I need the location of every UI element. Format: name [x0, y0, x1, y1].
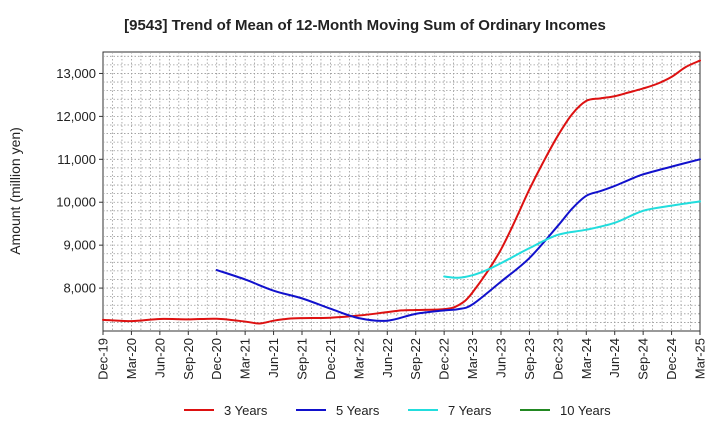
series-line-7-years: [443, 200, 701, 279]
y-tick-label: 10,000: [56, 195, 96, 210]
legend-label-10-years: 10 Years: [560, 403, 611, 418]
x-axis-ticks: Dec-19 Mar-20 Jun-20 Sep-20 Dec-20 Mar-21 Jun-…: [96, 331, 708, 380]
legend: 3 Years 5 Years 7 Years 10 Years: [184, 403, 611, 418]
x-tick-label: Mar-21: [238, 338, 253, 379]
x-tick-label: Mar-22: [351, 338, 366, 379]
x-tick-label: Sep-22: [408, 338, 423, 380]
x-tick-label: Sep-20: [181, 338, 196, 380]
series-layer: [102, 59, 701, 325]
x-tick-label: Jun-23: [494, 338, 509, 378]
y-tick-label: 11,000: [57, 152, 96, 167]
y-tick-label: 8,000: [63, 281, 96, 296]
y-axis-label: Amount (million yen): [7, 127, 23, 255]
x-tick-label: Sep-24: [636, 338, 651, 380]
x-tick-label: Jun-24: [607, 338, 622, 378]
x-tick-label: Dec-21: [323, 338, 338, 380]
y-tick-label: 9,000: [63, 238, 96, 253]
x-tick-label: Jun-20: [152, 338, 167, 378]
y-axis-ticks: 8,000 9,000 10,000 11,000 12,000 13,000: [56, 66, 103, 296]
x-tick-label: Dec-24: [664, 338, 679, 380]
x-tick-label: Mar-20: [124, 338, 139, 379]
legend-label-3-years: 3 Years: [224, 403, 268, 418]
legend-label-5-years: 5 Years: [336, 403, 380, 418]
y-tick-label: 13,000: [56, 66, 96, 81]
x-tick-label: Dec-19: [96, 338, 111, 380]
series-line-3-years: [102, 59, 701, 325]
x-tick-label: Sep-23: [522, 338, 537, 380]
x-tick-label: Dec-23: [550, 338, 565, 380]
x-tick-label: Jun-22: [380, 338, 395, 378]
chart-title: [9543] Trend of Mean of 12-Month Moving …: [124, 17, 606, 34]
x-tick-label: Dec-20: [209, 338, 224, 380]
x-tick-label: Jun-21: [266, 338, 281, 378]
x-tick-label: Mar-23: [465, 338, 480, 379]
x-tick-label: Mar-25: [693, 338, 708, 379]
x-tick-label: Mar-24: [579, 338, 594, 379]
x-tick-label: Dec-22: [437, 338, 452, 380]
vertical-gridlines: [112, 52, 691, 331]
x-tick-label: Sep-21: [295, 338, 310, 380]
legend-label-7-years: 7 Years: [448, 403, 492, 418]
plot-area: [102, 51, 701, 332]
series-line-5-years: [215, 158, 701, 322]
y-tick-label: 12,000: [56, 109, 96, 124]
